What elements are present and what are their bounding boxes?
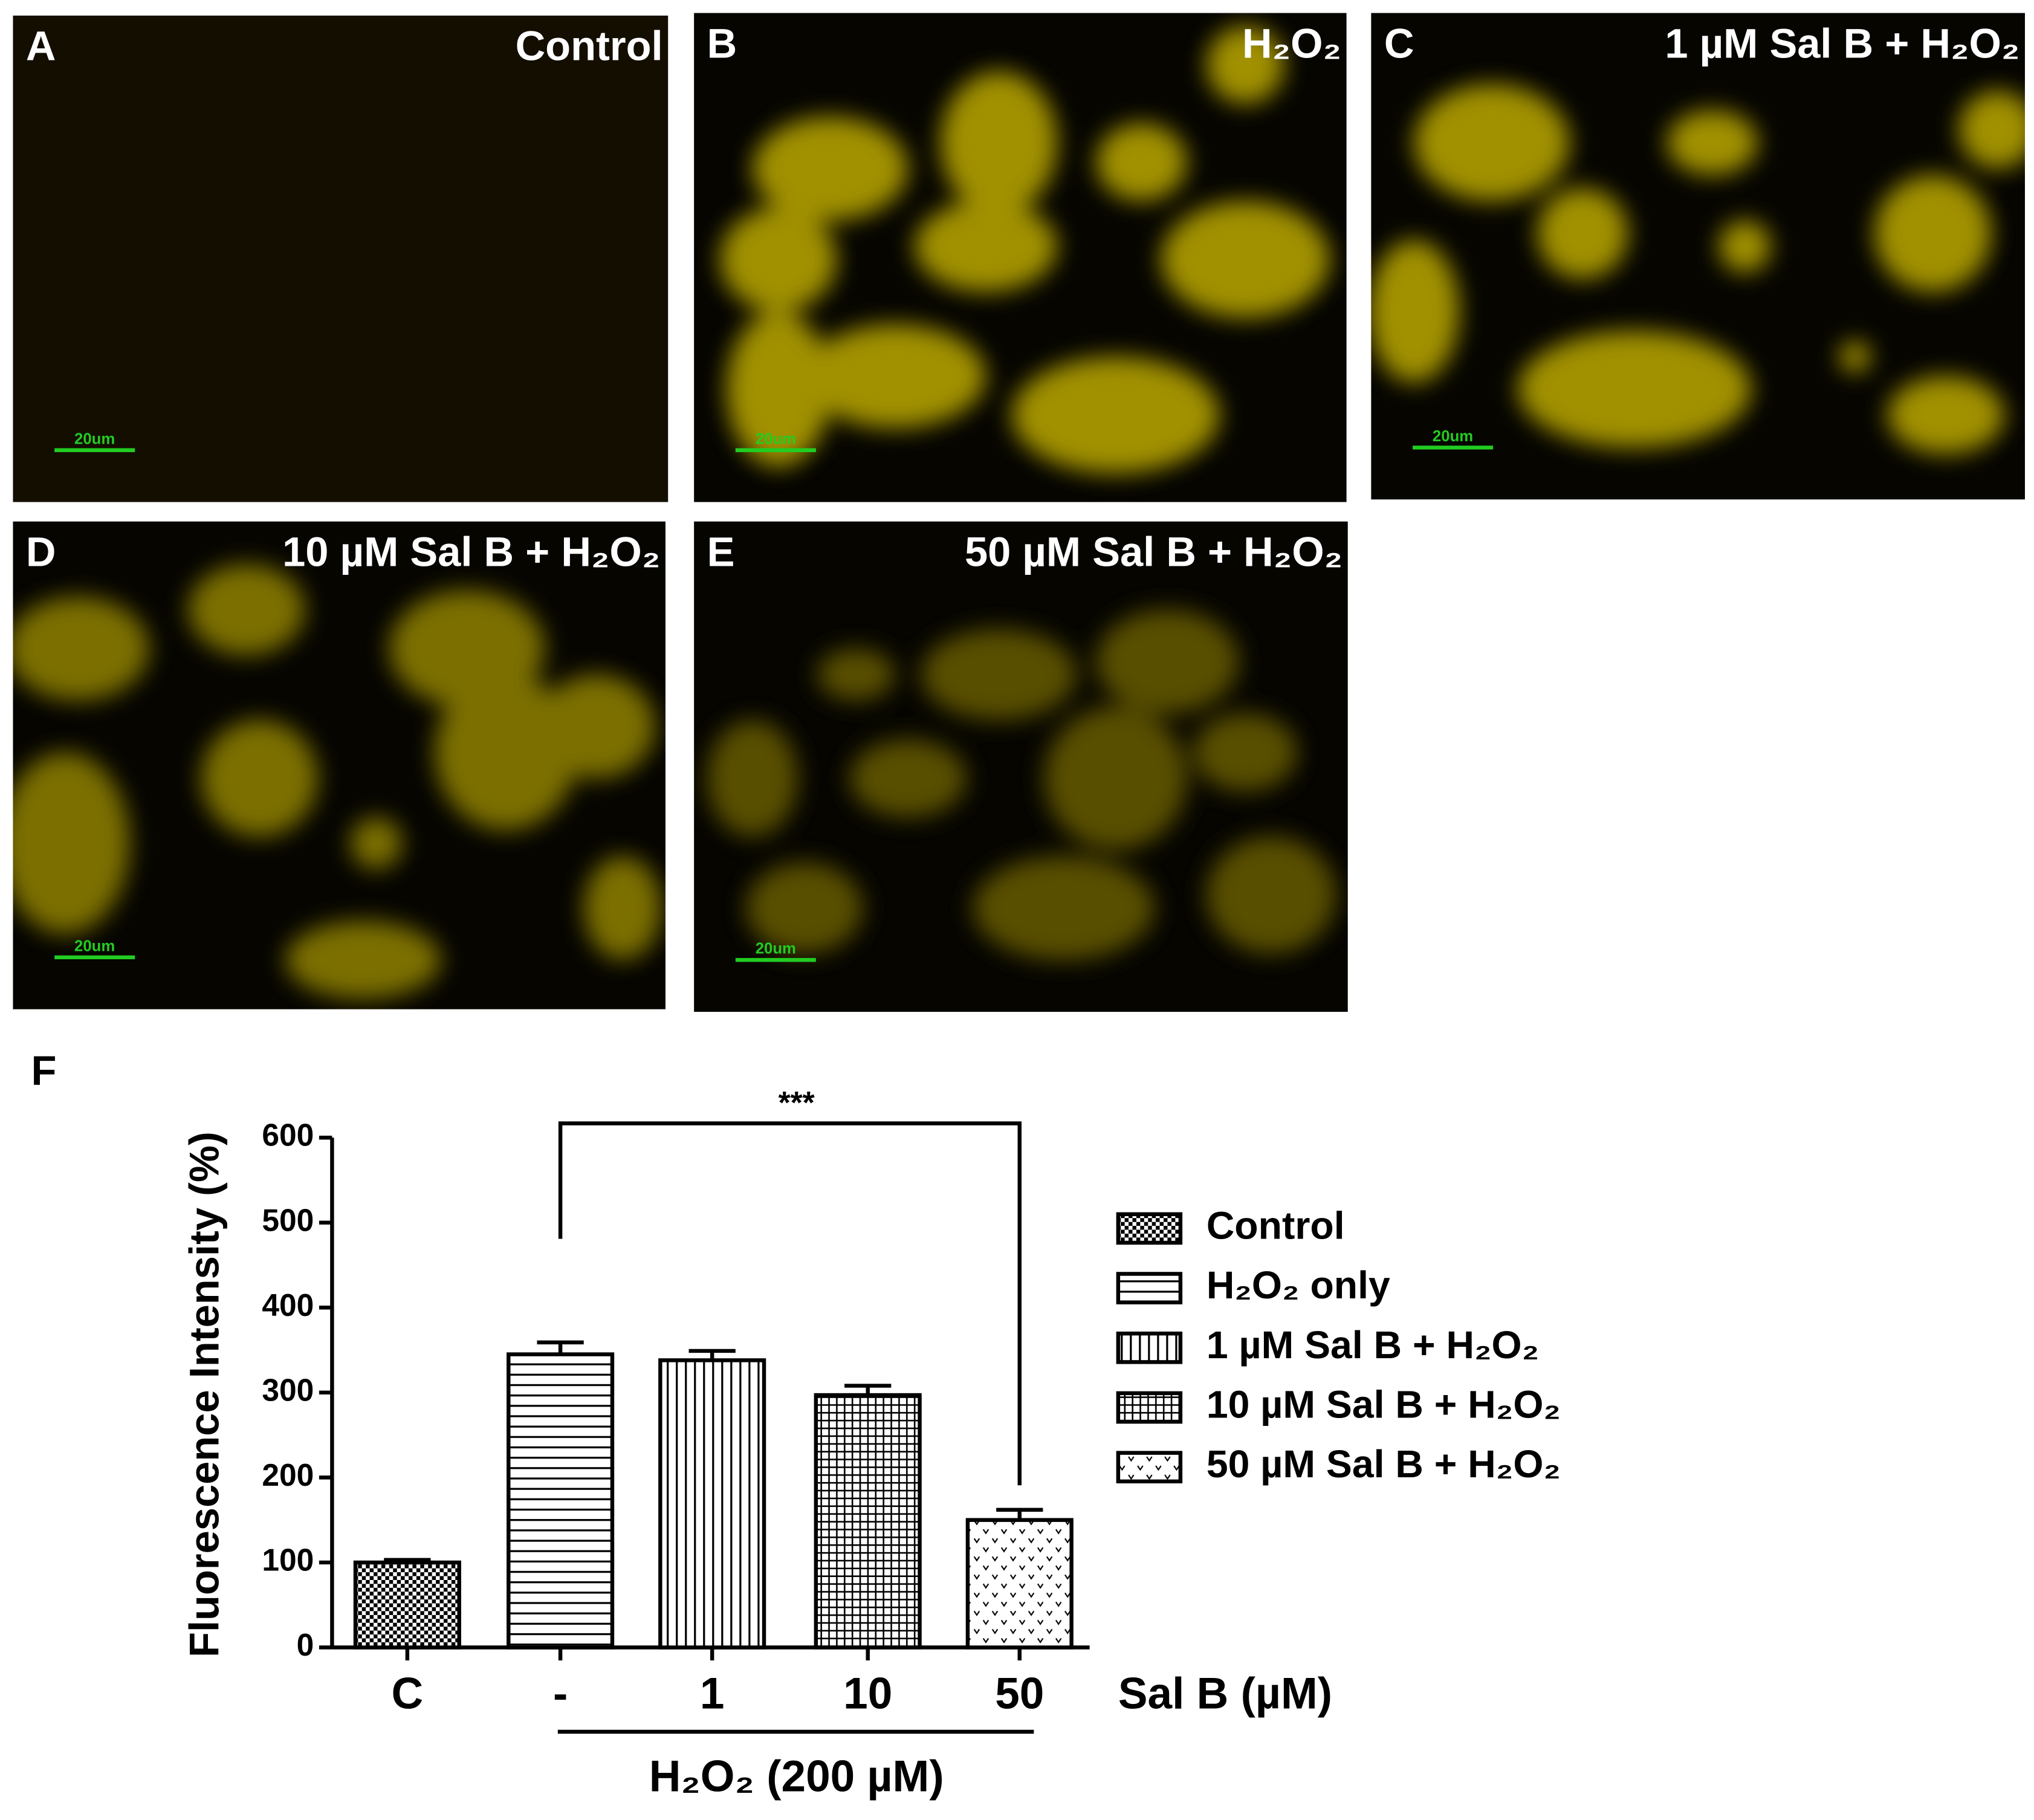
cells xyxy=(720,25,1330,474)
cell xyxy=(804,324,986,429)
cell xyxy=(940,71,1058,215)
cell xyxy=(973,856,1155,960)
cell xyxy=(921,629,1077,721)
legend-label: 1 µM Sal B + H₂O₂ xyxy=(1206,1323,1539,1367)
legend-swatch xyxy=(1116,1331,1183,1364)
chart-title: F xyxy=(31,1048,57,1094)
x-tick-label: - xyxy=(553,1669,568,1718)
legend-label: 50 µM Sal B + H₂O₂ xyxy=(1206,1442,1561,1486)
cell xyxy=(201,720,318,837)
bar xyxy=(353,1560,461,1650)
y-tick-label: 500 xyxy=(262,1202,314,1237)
cell xyxy=(1206,25,1284,104)
panel-letter: C xyxy=(1384,20,1414,66)
image-background xyxy=(13,15,669,502)
bar xyxy=(507,1352,615,1650)
cell xyxy=(1371,240,1460,383)
cells xyxy=(707,609,1336,960)
cell xyxy=(1887,376,2004,455)
panel-title: Control xyxy=(516,23,663,70)
cell xyxy=(13,597,149,701)
legend-swatch xyxy=(1116,1451,1183,1484)
y-axis-label: Fluorescence Intensity (%) xyxy=(181,1132,228,1657)
cells xyxy=(1371,84,2025,455)
cell xyxy=(914,201,1058,292)
micrograph xyxy=(694,521,1348,1012)
micrograph xyxy=(694,13,1347,502)
scale-bar-label: 20um xyxy=(756,430,796,447)
panel-letter: E xyxy=(707,529,735,575)
bar xyxy=(965,1518,1074,1650)
micrograph xyxy=(13,15,669,502)
cell xyxy=(1517,331,1752,448)
cell xyxy=(1161,201,1330,318)
cell xyxy=(1537,188,1628,279)
cells xyxy=(13,564,662,999)
cell xyxy=(726,311,831,467)
cell xyxy=(13,752,130,934)
cell xyxy=(707,720,798,837)
y-tick-label: 100 xyxy=(262,1543,314,1578)
legend-label: Control xyxy=(1206,1203,1345,1247)
panel-title: 50 µM Sal B + H₂O₂ xyxy=(965,529,1343,575)
micrograph xyxy=(13,521,666,1009)
cell xyxy=(1193,713,1298,792)
scale-bar-label: 20um xyxy=(74,938,115,954)
legend-label: H₂O₂ only xyxy=(1206,1263,1390,1307)
cell xyxy=(188,564,305,655)
panel-title: H₂O₂ xyxy=(1242,20,1341,66)
x-axis-label: Sal B (µM) xyxy=(1118,1669,1332,1718)
panel-title: 10 µM Sal B + H₂O₂ xyxy=(282,529,660,575)
y-tick-label: 300 xyxy=(262,1372,314,1407)
scale-bar-label: 20um xyxy=(1433,428,1473,445)
cell xyxy=(1011,357,1220,474)
legend-label: 10 µM Sal B + H₂O₂ xyxy=(1206,1383,1561,1427)
panel-letter: A xyxy=(26,23,56,70)
group-label: H₂O₂ (200 µM) xyxy=(649,1752,944,1801)
cell xyxy=(745,863,863,954)
cell xyxy=(1839,341,1871,372)
x-tick-label: 10 xyxy=(843,1669,892,1718)
cell xyxy=(1044,707,1187,850)
cell xyxy=(1874,175,1992,292)
y-tick-label: 400 xyxy=(262,1287,314,1323)
x-tick-label: C xyxy=(392,1669,424,1718)
bar xyxy=(814,1393,922,1650)
cell xyxy=(538,674,655,779)
cell xyxy=(350,817,403,869)
significance-label: *** xyxy=(779,1085,815,1120)
panel-letter: B xyxy=(707,20,737,66)
y-tick-label: 600 xyxy=(262,1118,314,1153)
y-tick-label: 0 xyxy=(297,1627,314,1662)
x-tick-label: 50 xyxy=(995,1669,1044,1718)
y-tick-label: 200 xyxy=(262,1457,314,1492)
panel-letter: D xyxy=(26,529,56,575)
scale-bar-label: 20um xyxy=(756,941,796,957)
cell xyxy=(817,649,895,701)
panel-title: 1 µM Sal B + H₂O₂ xyxy=(1665,20,2019,66)
cell xyxy=(720,207,837,312)
legend-swatch xyxy=(1116,1272,1183,1304)
bar xyxy=(658,1358,766,1650)
cell xyxy=(849,739,967,818)
legend-swatch xyxy=(1116,1212,1183,1245)
cell xyxy=(752,117,908,221)
cell xyxy=(1666,110,1758,175)
cell xyxy=(285,921,441,999)
scale-bar-label: 20um xyxy=(74,430,115,447)
legend-swatch xyxy=(1116,1391,1183,1424)
cell xyxy=(1718,220,1771,273)
cell xyxy=(1206,837,1336,954)
cell xyxy=(583,856,662,960)
cell xyxy=(1414,84,1570,201)
cell xyxy=(1096,609,1239,714)
significance-bracket xyxy=(558,1121,1022,1486)
cell xyxy=(1096,123,1187,201)
micrograph xyxy=(1371,13,2025,500)
cell xyxy=(1958,91,2025,169)
x-tick-label: 1 xyxy=(700,1669,725,1718)
